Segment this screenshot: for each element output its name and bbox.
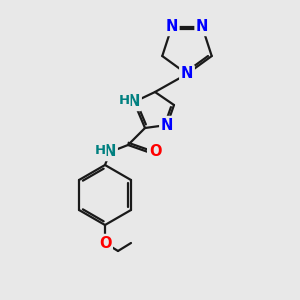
Text: O: O bbox=[99, 236, 111, 250]
Text: O: O bbox=[149, 145, 161, 160]
Text: H: H bbox=[94, 143, 106, 157]
Text: N: N bbox=[196, 20, 208, 34]
Text: N: N bbox=[161, 118, 173, 133]
Text: H: H bbox=[118, 94, 130, 107]
Text: N: N bbox=[181, 67, 193, 82]
Text: N: N bbox=[104, 145, 116, 160]
Text: N: N bbox=[128, 94, 140, 110]
Text: N: N bbox=[166, 20, 178, 34]
